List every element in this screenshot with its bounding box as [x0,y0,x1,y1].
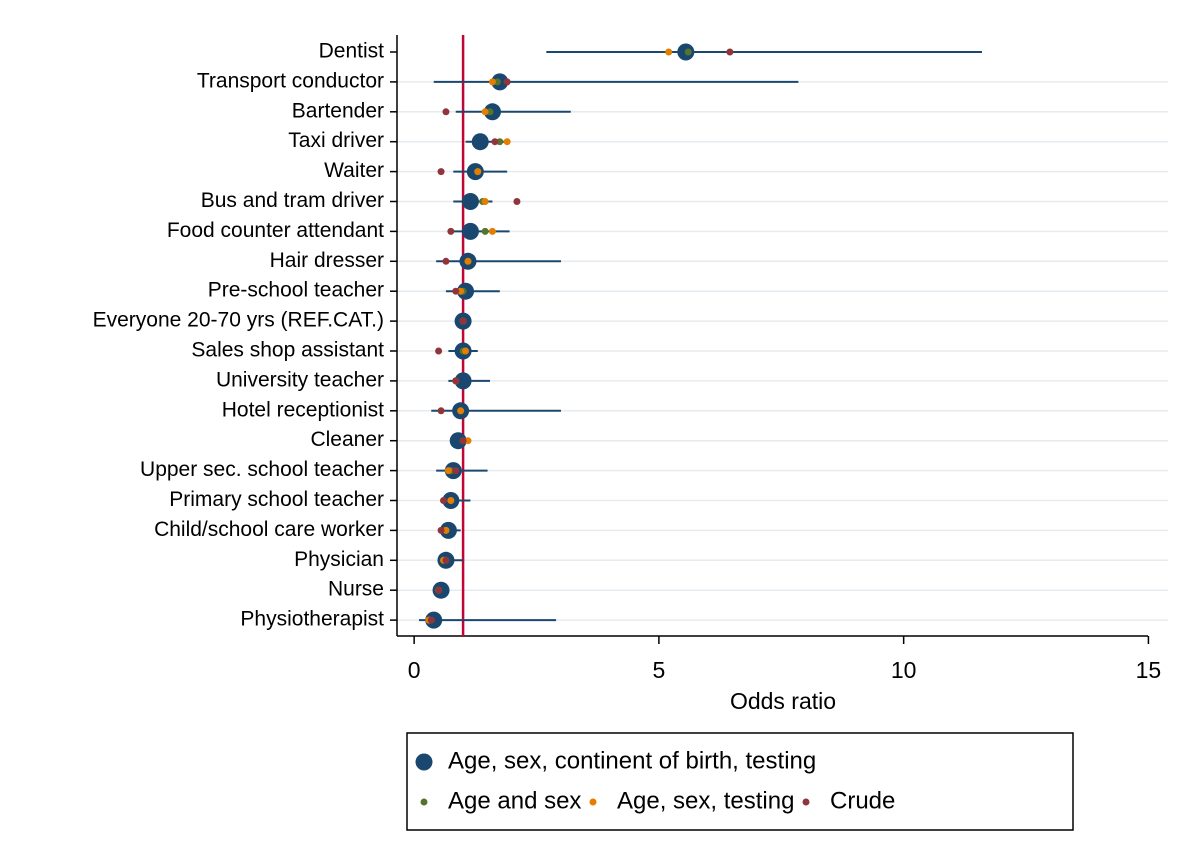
y-tick-label: University teacher [216,368,384,391]
legend-label: Age, sex, testing [617,787,794,814]
estimate-dot [471,133,489,151]
secondary-dot [481,108,489,116]
secondary-dot [437,407,445,415]
x-tick-label: 10 [891,657,917,683]
secondary-dot [457,287,465,295]
secondary-dot [464,257,472,265]
x-tick-label: 5 [652,657,665,683]
estimate-dot [454,372,472,390]
legend-label: Age and sex [448,787,581,814]
secondary-dot [442,257,450,265]
secondary-dot [462,347,470,355]
secondary-dot [435,347,443,355]
y-tick-label: Food counter attendant [167,219,384,242]
secondary-dot [474,168,482,176]
y-tick-label: Hair dresser [270,249,384,272]
secondary-dot [491,138,499,146]
y-tick-label: Child/school care worker [154,518,384,541]
estimate-dot [461,193,479,210]
secondary-dot [684,48,692,56]
secondary-dot [503,138,511,146]
secondary-dot [488,227,496,235]
y-tick-label: Cleaner [310,428,384,451]
secondary-dot [427,616,435,624]
secondary-dot [459,437,467,445]
secondary-dot [447,497,455,504]
secondary-dot [444,467,452,475]
estimate-dot [449,432,467,450]
y-tick-label: Dentist [319,40,385,63]
secondary-dot [486,108,494,116]
y-tick-label: Nurse [328,578,384,601]
legend-marker [589,798,597,806]
secondary-dot [437,526,445,534]
y-tick-label: Bartender [292,99,384,122]
secondary-dot [442,108,450,116]
x-tick-label: 0 [408,657,421,683]
secondary-dot [513,198,521,205]
secondary-dot [665,48,673,56]
y-tick-label: Taxi driver [288,129,384,152]
estimate-dot [461,222,479,240]
secondary-dot [481,227,489,235]
y-tick-label: Pre-school teacher [208,279,384,302]
secondary-dot [447,227,455,235]
y-tick-label: Physician [294,548,384,571]
legend-marker [415,753,433,771]
y-tick-label: Bus and tram driver [201,189,384,212]
legend-marker [802,798,810,806]
x-axis-title: Odds ratio [730,688,836,714]
secondary-dot [437,168,445,176]
secondary-dot [503,78,511,86]
legend-label: Crude [830,787,895,814]
y-tick-label: Physiotherapist [240,608,384,631]
secondary-dot [435,586,443,594]
secondary-dot [488,78,496,86]
y-tick-label: Waiter [324,159,384,182]
secondary-dot [459,317,467,325]
y-tick-label: Everyone 20-70 yrs (REF.CAT.) [93,309,384,332]
secondary-dot [452,467,460,475]
secondary-dot [442,556,450,564]
legend-marker [420,798,428,806]
legend-box [406,732,1074,831]
secondary-dot [464,437,472,445]
y-tick-label: Upper sec. school teacher [140,458,384,481]
y-tick-label: Primary school teacher [169,488,384,511]
secondary-dot [496,138,504,146]
secondary-dot [440,497,448,504]
y-tick-label: Sales shop assistant [191,339,384,362]
x-tick-label: 15 [1136,657,1162,683]
secondary-dot [493,78,501,86]
secondary-dot [442,526,450,534]
legend-label: Age, sex, continent of birth, testing [448,747,816,774]
y-tick-label: Hotel receptionist [222,398,384,421]
secondary-dot [452,377,460,385]
secondary-dot [457,407,465,415]
secondary-dot [452,287,460,295]
secondary-dot [481,198,489,205]
secondary-dot [726,48,734,56]
y-tick-label: Transport conductor [197,69,384,92]
